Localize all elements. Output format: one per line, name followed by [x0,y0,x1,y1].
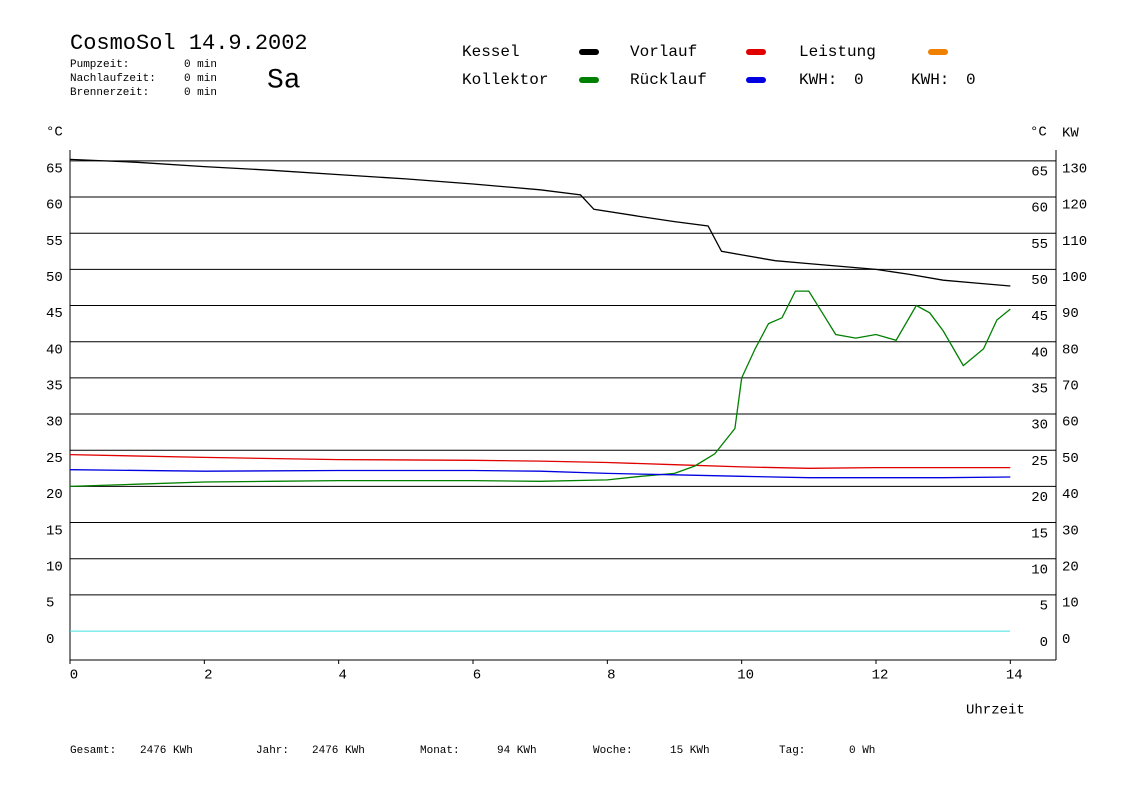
y-right-tick-label: 60 [1031,201,1048,217]
total-value: 0 Wh [849,745,875,757]
total-value: 94 KWh [497,745,537,757]
legend-label: Leistung [799,43,876,61]
y-right-tick-label: 50 [1031,273,1048,289]
y-right-tick-label: 10 [1031,562,1048,578]
y-tick-label: 25 [46,451,63,467]
y-right-tick-label: 65 [1031,165,1048,181]
y-tick-label: 65 [46,162,63,178]
y-tick-label: 55 [46,234,63,250]
total-value: 2476 KWh [140,745,193,757]
kwh-value: 0 [966,71,976,89]
x-tick-label: 6 [473,668,481,684]
y-tick-label: 15 [46,523,63,539]
x-tick-label: 10 [737,668,754,684]
x-axis-label: Uhrzeit [966,703,1025,719]
y-tick-label: 10 [46,559,63,575]
y2-tick-label: 100 [1062,270,1087,286]
y-right-tick-label: 0 [1040,635,1048,651]
y-axis-label: °C [46,125,63,141]
series-line [69,158,1011,287]
x-tick-label: 12 [872,668,889,684]
y-tick-label: 60 [46,198,63,214]
y-right-tick-label: 35 [1031,382,1048,398]
y2-tick-label: 40 [1062,487,1079,503]
y-tick-label: 0 [46,632,54,648]
stat-value: 0 min [184,73,217,85]
x-tick-label: 8 [607,668,615,684]
kwh-label: KWH: [911,71,949,89]
y2-tick-label: 80 [1062,342,1079,358]
stat-label: Brennerzeit: [70,87,149,99]
y-right-tick-label: 5 [1040,599,1048,615]
y-tick-label: 20 [46,487,63,503]
stat-value: 0 min [184,59,217,71]
y-tick-label: 5 [46,596,54,612]
y-right-tick-label: 15 [1031,526,1048,542]
x-tick-label: 14 [1006,668,1023,684]
y-right-tick-label: 45 [1031,309,1048,325]
total-value: 2476 KWh [312,745,365,757]
kwh-value: 0 [854,71,864,89]
y-right-tick-label: 40 [1031,345,1048,361]
y2-tick-label: 120 [1062,198,1087,214]
y2-tick-label: 130 [1062,162,1087,178]
y-tick-label: 35 [46,379,63,395]
y2-tick-label: 110 [1062,234,1087,250]
legend-label: Kollektor [462,71,548,89]
y2-tick-label: 90 [1062,306,1079,322]
y2-tick-label: 0 [1062,632,1070,648]
y-right-tick-label: 30 [1031,418,1048,434]
total-label: Woche: [593,745,633,757]
total-label: Monat: [420,745,460,757]
y2-tick-label: 60 [1062,415,1079,431]
legend-label: Kessel [462,43,520,61]
total-label: Gesamt: [70,745,116,757]
y2-tick-label: 50 [1062,451,1079,467]
y2-tick-label: 70 [1062,379,1079,395]
day: Sa [267,65,301,96]
y-right-tick-label: 55 [1031,237,1048,253]
kwh-label: KWH: [799,71,837,89]
series-line [69,469,1011,479]
series-line [69,290,1011,488]
series-line [69,453,1011,469]
y-tick-label: 40 [46,342,63,358]
y-tick-label: 30 [46,415,63,431]
legend-label: Rücklauf [630,71,707,89]
y-right-tick-label: 25 [1031,454,1048,470]
chart-title: CosmoSol 14.9.2002 [70,31,308,56]
y2-axis-label: KW [1062,126,1079,142]
y-right-tick-label: 20 [1031,490,1048,506]
total-value: 15 KWh [670,745,710,757]
y2-tick-label: 30 [1062,523,1079,539]
x-tick-label: 0 [70,668,78,684]
total-label: Jahr: [256,745,289,757]
y2-tick-label: 20 [1062,559,1079,575]
y-tick-label: 50 [46,270,63,286]
legend-label: Vorlauf [630,43,697,61]
y2-tick-label: 10 [1062,596,1079,612]
y-tick-label: 45 [46,306,63,322]
stat-value: 0 min [184,87,217,99]
y-right-label: °C [1030,125,1047,141]
x-tick-label: 4 [338,668,346,684]
stat-label: Pumpzeit: [70,59,129,71]
total-label: Tag: [779,745,805,757]
x-tick-label: 2 [204,668,212,684]
stat-label: Nachlaufzeit: [70,73,156,85]
